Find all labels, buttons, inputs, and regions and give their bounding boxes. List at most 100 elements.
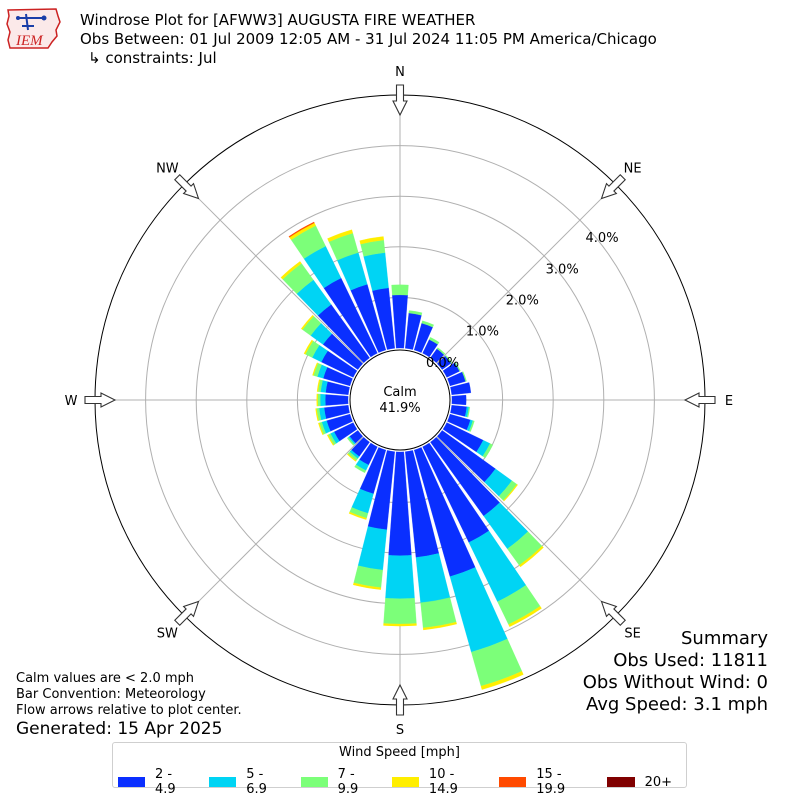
compass-arrow-e-icon (683, 392, 716, 408)
wedge-dir260-bin3 (315, 408, 319, 422)
wedge-dir120-bin2 (482, 443, 494, 459)
summary-box: Summary Obs Used: 11811 Obs Without Wind… (583, 628, 768, 716)
constraints-text: ↳ constraints: Jul (88, 49, 217, 67)
compass-arrow-ne-icon (600, 174, 626, 200)
iowa-state-map-icon: IEM (6, 8, 61, 49)
wedge-dir270-bin3 (316, 393, 319, 407)
wedge-dir300-bin3 (303, 339, 314, 355)
wedge-dir170-bin1 (415, 553, 451, 603)
wedge-dir240-bin3 (327, 434, 335, 446)
calm-label: Calm (383, 385, 416, 400)
legend-item: 20+ (606, 767, 672, 797)
wedge-dir170-bin3 (422, 621, 457, 631)
wedge-dir330-bin4 (288, 221, 315, 238)
plot-notes: Calm values are < 2.0 mph Bar Convention… (16, 671, 242, 719)
legend-title: Wind Speed [mph] (339, 745, 460, 760)
radial-gridline (183, 436, 364, 617)
compass-arrow-w-icon (84, 392, 117, 408)
wedge-dir220-bin3 (346, 453, 357, 462)
radial-gridline (436, 436, 617, 617)
wedge-dir180-bin2 (383, 598, 417, 625)
obs-used: Obs Used: 11811 (613, 650, 768, 671)
calm-circle (349, 349, 451, 451)
radial-tick-label: 3.0% (546, 262, 579, 277)
compass-arrow-n-icon (392, 84, 408, 117)
chart-header: Windrose Plot for [AFWW3] AUGUSTA FIRE W… (80, 11, 657, 68)
obs-between-range: Obs Between: 01 Jul 2009 12:05 AM - 31 J… (80, 30, 657, 48)
wedge-dir270-bin1 (320, 393, 326, 407)
legend-label: 7 - 9.9 (337, 767, 359, 797)
compass-label-s: S (396, 723, 404, 738)
chart-title: Windrose Plot for [AFWW3] AUGUSTA FIRE W… (80, 11, 476, 29)
legend-swatch (209, 777, 237, 787)
wedge-dir40-bin2 (436, 347, 446, 355)
radial-tick-label: 0.0% (426, 356, 459, 371)
wedge-dir90-bin0 (451, 394, 467, 406)
legend-item: 7 - 9.9 (300, 767, 378, 797)
wedge-dir340-bin3 (327, 229, 353, 243)
compass-label-w: W (65, 394, 78, 409)
calm-value: 41.9% (379, 401, 420, 416)
wedge-dir350-bin3 (359, 236, 384, 245)
radial-tick-label: 2.0% (506, 293, 539, 308)
avg-speed: Avg Speed: 3.1 mph (586, 694, 768, 715)
flow-arrow-note: Flow arrows relative to plot center. (16, 703, 242, 718)
wedge-dir180-bin1 (385, 555, 415, 599)
wedge-dir70-bin2 (462, 371, 467, 382)
radial-gridline (436, 183, 617, 364)
wedge-dir270-bin2 (317, 393, 321, 407)
compass-label-nw: NW (156, 161, 179, 176)
convention-note: Bar Convention: Meteorology (16, 687, 206, 702)
wedge-dir0-bin2 (391, 284, 409, 296)
calm-note: Calm values are < 2.0 mph (16, 671, 195, 686)
legend-swatch (118, 777, 145, 787)
wedge-dir100-bin0 (450, 405, 468, 417)
wedge-dir150-bin3 (508, 606, 542, 627)
wedge-dir140-bin3 (519, 545, 544, 568)
wedge-dir100-bin2 (466, 406, 471, 418)
wedge-dir10-bin2 (408, 310, 423, 316)
compass-label-sw: SW (157, 627, 178, 642)
wedge-dir180-bin3 (383, 623, 417, 627)
obs-without-wind: Obs Without Wind: 0 (582, 672, 768, 693)
wedge-dir280-bin3 (316, 379, 321, 392)
legend-swatch (499, 777, 527, 787)
legend-item: 10 - 14.9 (391, 767, 485, 797)
legend-label: 10 - 14.9 (428, 767, 458, 797)
wedge-dir20-bin2 (421, 320, 434, 328)
wedge-dir160-bin3 (480, 671, 524, 690)
wedge-dir30-bin2 (429, 337, 440, 345)
legend-label: 2 - 4.9 (154, 767, 176, 797)
wedge-dir130-bin3 (503, 484, 518, 502)
speed-legend: Wind Speed [mph] 2 - 4.9 5 - 6.9 7 - 9.9 10… (112, 742, 687, 797)
compass-label-se: SE (624, 627, 640, 642)
wedge-dir290-bin3 (312, 362, 319, 376)
wedge-dir190-bin1 (357, 526, 387, 571)
wedge-dir80-bin0 (450, 382, 472, 395)
legend-item: 5 - 6.9 (209, 767, 286, 797)
legend-label: 5 - 6.9 (246, 767, 267, 797)
legend-swatch (606, 777, 635, 787)
radial-tick-label: 1.0% (466, 325, 499, 340)
compass-arrow-s-icon (392, 683, 408, 716)
wedge-dir310-bin3 (300, 314, 314, 330)
legend-label: 15 - 19.9 (536, 767, 566, 797)
wedge-dir250-bin3 (318, 422, 324, 435)
legend-swatch (300, 777, 328, 787)
wedge-dir190-bin3 (353, 582, 382, 590)
wedge-dir0-bin0 (392, 294, 408, 349)
legend-item: 15 - 19.9 (499, 767, 592, 797)
summary-title: Summary (681, 628, 768, 649)
compass-label-n: N (395, 65, 405, 80)
legend-item: 2 - 4.9 (118, 767, 195, 797)
compass-arrow-se-icon (600, 600, 626, 626)
legend-swatch (391, 777, 419, 787)
wedge-dir110-bin2 (468, 420, 475, 432)
radial-gridline (183, 183, 364, 364)
compass-label-ne: NE (624, 161, 642, 176)
legend-items: 2 - 4.9 5 - 6.9 7 - 9.9 10 - 14.9 15 - 19.9 2… (118, 767, 686, 797)
iem-logo: IEM (4, 6, 62, 52)
svg-text:IEM: IEM (15, 33, 44, 49)
generated-date: Generated: 15 Apr 2025 (16, 719, 223, 739)
